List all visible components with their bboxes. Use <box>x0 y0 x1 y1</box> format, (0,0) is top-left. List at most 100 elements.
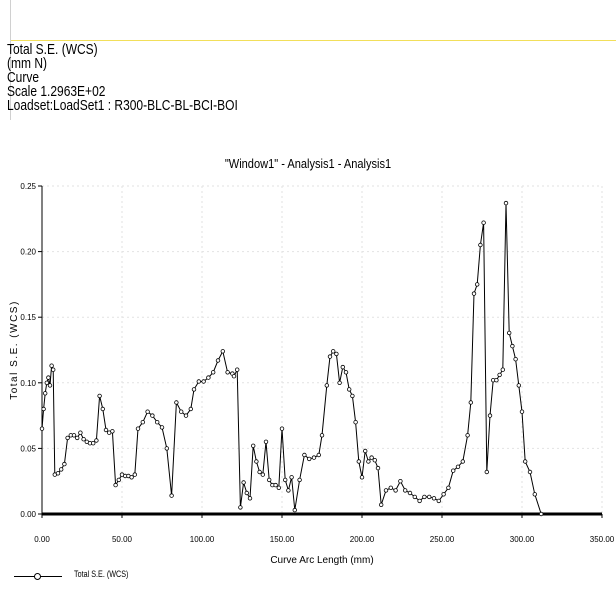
data-point <box>74 435 80 441</box>
data-point <box>273 482 278 488</box>
data-point <box>478 242 483 248</box>
data-point <box>393 488 398 493</box>
data-point <box>356 459 361 464</box>
data-point <box>340 364 345 370</box>
data-point <box>90 441 96 446</box>
data-point <box>347 387 352 392</box>
data-point <box>324 383 329 388</box>
result-info-block: Total S.E. (WCS) (mm N) Curve Scale 1.29… <box>7 41 238 113</box>
data-point <box>244 490 249 496</box>
data-point <box>465 433 470 438</box>
header-separator-line <box>10 40 616 41</box>
data-point <box>71 433 77 438</box>
data-point <box>51 367 56 372</box>
data-point <box>407 490 413 496</box>
data-point <box>81 437 86 442</box>
data-point <box>39 426 45 431</box>
data-point <box>276 485 281 490</box>
data-point <box>164 446 169 451</box>
x-tick-label: 150.00 <box>270 535 295 544</box>
data-point <box>507 330 512 336</box>
data-point <box>188 406 193 412</box>
data-point <box>267 477 272 483</box>
data-point <box>532 492 537 497</box>
data-point <box>140 420 145 425</box>
data-point <box>446 485 451 490</box>
data-point <box>250 443 256 448</box>
data-point <box>513 357 518 362</box>
data-point <box>359 475 365 480</box>
data-point <box>527 469 533 475</box>
data-point <box>334 351 339 357</box>
data-point <box>292 507 297 513</box>
x-tick-label: 350.00 <box>590 535 615 544</box>
data-point <box>468 400 473 405</box>
data-point <box>94 438 99 443</box>
data-point <box>297 477 302 483</box>
data-point <box>113 482 118 488</box>
data-point <box>46 375 51 380</box>
data-point <box>263 439 269 444</box>
data-point <box>441 492 446 497</box>
data-point <box>241 480 246 485</box>
x-tick-label: 50.00 <box>112 535 133 544</box>
data-point <box>132 472 137 477</box>
data-point <box>247 496 253 501</box>
data-point <box>379 502 384 507</box>
x-tick-label: 250.00 <box>430 535 455 544</box>
series-line <box>41 203 542 515</box>
data-point <box>183 413 189 418</box>
data-point <box>366 459 371 464</box>
data-point <box>471 291 477 296</box>
data-point <box>231 374 237 379</box>
left-border-line <box>10 0 11 120</box>
data-point <box>350 393 355 399</box>
data-point <box>97 393 102 399</box>
data-point <box>331 349 336 354</box>
y-tick-label: 0.10 <box>20 379 36 388</box>
y-tick-label: 0.25 <box>20 182 36 191</box>
data-point <box>497 372 502 378</box>
data-point <box>210 370 216 375</box>
data-point <box>238 505 243 510</box>
data-point <box>372 458 377 463</box>
display-type-label: Curve <box>7 69 40 86</box>
data-point <box>154 420 160 425</box>
data-point <box>62 461 67 467</box>
data-point <box>279 426 285 431</box>
data-point <box>403 488 408 493</box>
data-point <box>201 379 206 384</box>
data-point <box>417 498 422 504</box>
data-point <box>343 370 349 375</box>
data-point <box>475 282 480 287</box>
data-point <box>503 200 509 206</box>
data-point <box>398 479 403 484</box>
y-axis-label: Total S.E. (WCS) <box>9 300 20 400</box>
data-point <box>431 496 437 501</box>
data-point <box>150 413 155 418</box>
data-point <box>481 220 486 225</box>
data-point <box>191 387 197 392</box>
data-point <box>455 464 461 469</box>
data-point <box>78 430 83 435</box>
data-point <box>225 370 230 375</box>
data-point <box>254 459 259 464</box>
quantity-label: Total S.E. (WCS) <box>7 41 98 58</box>
units-label: (mm N) <box>7 55 47 72</box>
data-point <box>494 378 499 383</box>
data-point <box>43 391 48 396</box>
data-point <box>55 471 61 476</box>
scale-label: Scale 1.2963E+02 <box>7 83 106 100</box>
data-point <box>369 455 374 460</box>
y-tick-label: 0.15 <box>20 313 36 322</box>
data-point <box>363 448 368 454</box>
data-point <box>169 493 174 498</box>
data-point <box>41 406 46 412</box>
x-tick-label: 0.00 <box>34 535 50 544</box>
data-point <box>257 469 262 475</box>
data-point <box>206 375 211 380</box>
data-point <box>516 383 521 388</box>
data-point <box>234 367 240 372</box>
data-point <box>422 494 427 500</box>
